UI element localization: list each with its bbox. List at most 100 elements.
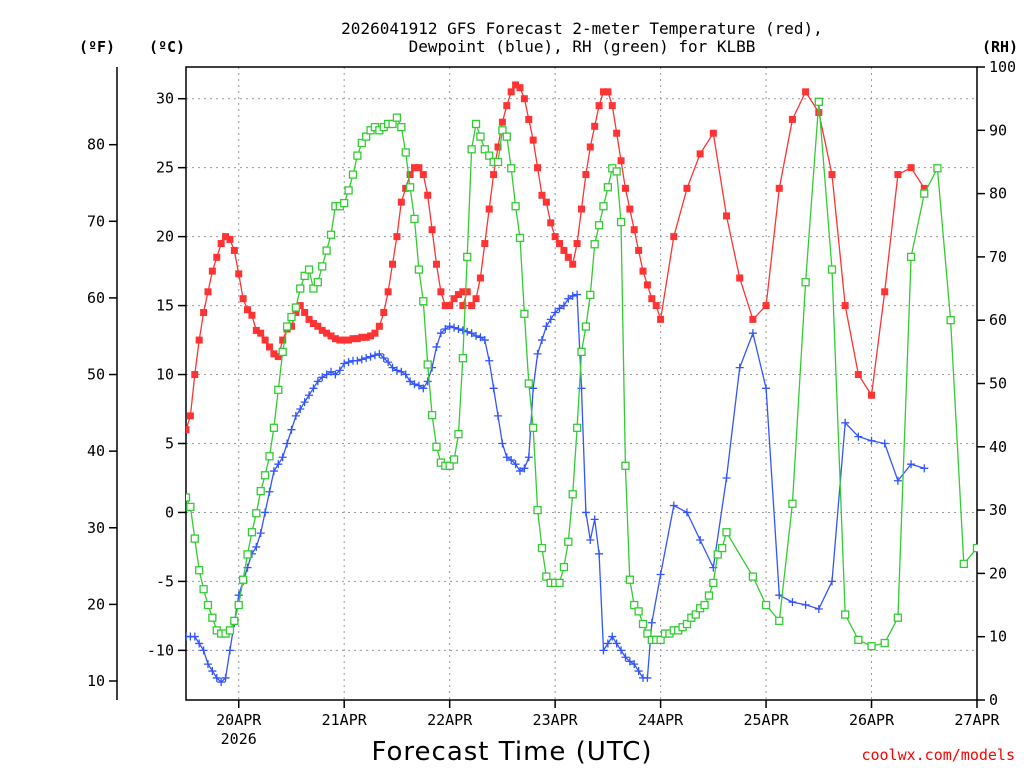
data-point [432, 342, 441, 351]
data-point [987, 522, 994, 529]
data-point [854, 371, 862, 379]
data-point [682, 508, 691, 517]
data-point [353, 335, 361, 343]
data-point [222, 233, 230, 241]
data-point [287, 322, 295, 330]
data-point [309, 284, 318, 293]
data-point [617, 646, 626, 655]
x-axis-tick-label: 23APR [533, 711, 579, 729]
data-point [296, 405, 305, 414]
data-point [696, 536, 705, 545]
data-point [357, 138, 366, 148]
data-point [323, 329, 331, 337]
data-point [520, 464, 529, 473]
data-point [411, 164, 419, 172]
rh-axis-tick-label: 10 [989, 628, 1007, 646]
rh-axis-tick-label: 50 [989, 375, 1007, 393]
data-point [524, 379, 533, 388]
data-point [274, 460, 283, 469]
data-point [599, 646, 608, 655]
data-point [322, 370, 331, 379]
data-point [485, 151, 494, 160]
data-point [867, 642, 876, 651]
data-point [327, 367, 336, 376]
c-axis-tick-label: 5 [165, 434, 174, 452]
data-point [647, 618, 656, 627]
data-point [547, 219, 555, 227]
data-point [436, 329, 445, 338]
data-point [573, 240, 581, 248]
data-point [893, 476, 902, 485]
data-point [502, 453, 511, 462]
data-point [392, 366, 401, 375]
data-point [625, 657, 634, 666]
data-point [471, 119, 481, 129]
data-point [599, 202, 608, 211]
data-point [322, 246, 331, 255]
data-point [331, 370, 340, 379]
data-point [406, 377, 415, 386]
data-point [291, 303, 301, 312]
data-point [260, 471, 270, 480]
data-point [252, 326, 260, 334]
data-point [424, 191, 432, 199]
data-point [195, 566, 204, 575]
data-point [217, 240, 225, 248]
x-axis-tick-label: 26APR [849, 711, 895, 729]
data-point [357, 355, 366, 364]
data-point [533, 349, 542, 358]
data-point [454, 291, 462, 299]
data-point [827, 577, 836, 586]
f-axis-tick-label: 20 [87, 595, 105, 613]
data-point [542, 322, 551, 331]
data-point [959, 559, 968, 569]
data-point [380, 308, 388, 316]
data-point [388, 119, 397, 129]
data-point [634, 667, 643, 676]
data-point [278, 347, 287, 357]
f-axis-tick-label: 10 [87, 672, 105, 690]
data-point [252, 542, 261, 551]
data-point [362, 333, 370, 341]
data-point [722, 473, 731, 482]
x-axis-year-label: 2026 [221, 730, 257, 748]
data-point [388, 363, 397, 372]
data-point [326, 230, 336, 239]
data-point [213, 253, 221, 261]
x-axis-tick-label: 25APR [743, 711, 789, 729]
rh-axis-tick-label: 40 [989, 438, 1007, 456]
data-point [867, 436, 876, 445]
data-point [481, 240, 489, 248]
data-point [274, 353, 282, 361]
data-point [345, 336, 353, 344]
data-point [367, 332, 375, 340]
data-point [568, 490, 577, 499]
data-point [428, 226, 436, 234]
data-point [542, 198, 550, 206]
data-point [292, 308, 300, 316]
data-point [291, 411, 300, 420]
data-point [247, 528, 257, 537]
data-point [542, 572, 551, 581]
data-point [348, 170, 358, 179]
data-point [643, 629, 652, 638]
data-point [327, 332, 335, 340]
data-point [512, 81, 520, 89]
data-point [907, 164, 915, 172]
data-point [419, 384, 428, 393]
series-2 [186, 97, 994, 651]
data-point [893, 613, 903, 622]
data-point [397, 367, 406, 376]
data-point [709, 578, 718, 588]
data-point [489, 384, 498, 393]
data-point [529, 423, 538, 432]
data-point [203, 600, 213, 610]
data-point [691, 610, 700, 619]
data-point [186, 412, 194, 420]
data-point [490, 171, 498, 179]
data-point [814, 604, 823, 613]
data-point [318, 373, 327, 382]
data-point [525, 115, 533, 123]
data-point [648, 295, 656, 303]
data-point [230, 246, 238, 254]
